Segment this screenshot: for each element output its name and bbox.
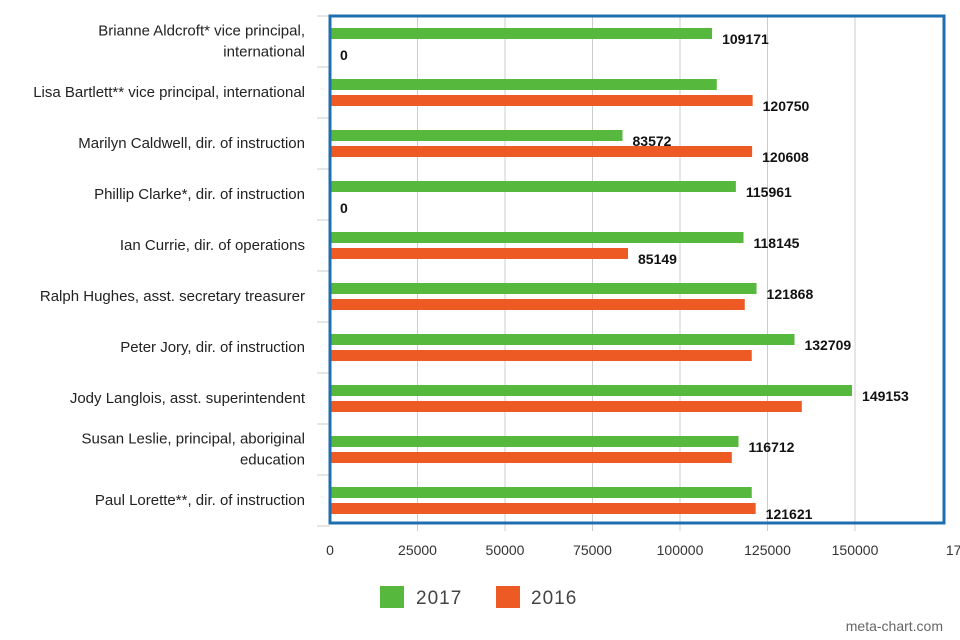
- data-label-2017: 149153: [862, 388, 909, 404]
- bar-2016: [330, 299, 745, 310]
- data-label-2017: 121868: [767, 286, 814, 302]
- category-label: Peter Jory, dir. of instruction: [120, 339, 305, 356]
- x-tick-label: 50000: [486, 542, 525, 558]
- bar-2017: [330, 487, 752, 498]
- category-label: Ian Currie, dir. of operations: [120, 237, 305, 254]
- bar-2016: [330, 401, 802, 412]
- data-label-2016: 120608: [762, 149, 809, 165]
- x-tick-label: 0: [326, 542, 334, 558]
- legend-swatch-2016[interactable]: [496, 586, 520, 608]
- category-label: international: [223, 44, 305, 61]
- category-label: Jody Langlois, asst. superintendent: [70, 390, 306, 407]
- bar-2017: [330, 385, 853, 396]
- data-label-2017: 115961: [746, 184, 792, 200]
- bar-2017: [330, 28, 713, 39]
- category-label: education: [240, 452, 305, 469]
- category-label: Lisa Bartlett** vice principal, internat…: [33, 84, 305, 101]
- legend-swatch-2017[interactable]: [380, 586, 404, 608]
- x-tick-label: 100000: [657, 542, 704, 558]
- legend-label-2016[interactable]: 2016: [531, 588, 577, 609]
- legend: 2017 2016: [380, 586, 577, 609]
- category-label: Ralph Hughes, asst. secretary treasurer: [40, 288, 305, 305]
- bar-2017: [330, 334, 795, 345]
- x-tick-label: 175…: [946, 542, 960, 558]
- category-label: Brianne Aldcroft* vice principal,: [98, 23, 305, 40]
- x-tick-label: 75000: [573, 542, 612, 558]
- bar-2016: [330, 503, 756, 514]
- data-label-2016: 0: [340, 47, 348, 63]
- category-label: Paul Lorette**, dir. of instruction: [95, 492, 305, 509]
- bars: [330, 28, 853, 514]
- data-label-2017: 116712: [748, 439, 794, 455]
- category-label: Susan Leslie, principal, aboriginal: [82, 431, 305, 448]
- category-labels: Brianne Aldcroft* vice principal, interna…: [33, 23, 306, 510]
- bar-2017: [330, 79, 717, 90]
- bar-2016: [330, 248, 629, 259]
- data-label-2017: 83572: [633, 133, 672, 149]
- bar-2016: [330, 146, 753, 157]
- data-label-2017: 132709: [804, 337, 851, 353]
- watermark: meta-chart.com: [846, 618, 943, 634]
- bar-2016: [330, 350, 752, 361]
- data-label-2017: 118145: [754, 235, 800, 251]
- data-label-2016: 85149: [638, 251, 677, 267]
- legend-label-2017[interactable]: 2017: [416, 588, 462, 609]
- plot-frame: [328, 14, 946, 525]
- x-tick-label: 125000: [744, 542, 791, 558]
- category-label: Marilyn Caldwell, dir. of instruction: [78, 135, 305, 152]
- bar-2016: [330, 452, 732, 463]
- x-tick-label: 25000: [398, 542, 437, 558]
- bar-2017: [330, 181, 736, 192]
- data-label-2017: 109171: [722, 31, 769, 47]
- category-label: Phillip Clarke*, dir. of instruction: [94, 186, 305, 203]
- bar-2017: [330, 283, 757, 294]
- x-axis-ticks: 0 25000 50000 75000 100000 125000 150000 175…: [326, 542, 960, 558]
- bar-2016: [330, 95, 753, 106]
- data-label-2016: 0: [340, 200, 348, 216]
- bar-2017: [330, 232, 744, 243]
- x-tick-label: 150000: [832, 542, 879, 558]
- data-labels: 109171 0 120750 83572 120608 115961 0 118145 851…: [340, 31, 909, 522]
- bar-2017: [330, 130, 623, 141]
- data-label-2016: 120750: [763, 98, 810, 114]
- data-label-2016: 121621: [766, 506, 813, 522]
- bar-2017: [330, 436, 739, 447]
